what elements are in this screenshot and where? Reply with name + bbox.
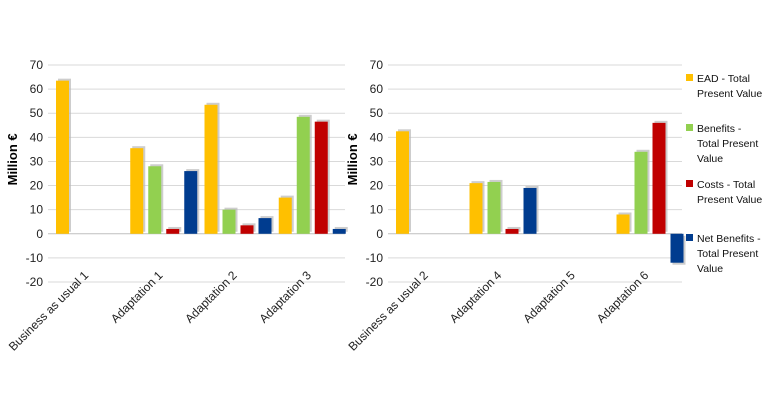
y-tick-label: 70 [370,58,384,72]
chart-right: -20 -10 0 10 20 30 40 50 60 70 Million € Business a… [345,58,686,354]
legend-swatch [686,74,693,81]
y-tick-label: -20 [26,275,44,289]
legend-swatch [686,234,693,241]
bar [634,151,648,234]
bar [652,122,666,234]
bar [184,171,198,234]
y-tick-label: 0 [36,227,43,241]
legend-label: Total Present [697,248,758,260]
bar [396,131,409,234]
y-tick-label: 50 [30,106,44,120]
y-tick-label: -20 [366,275,384,289]
x-category-label: Adaptation 3 [256,268,314,326]
bar [166,228,180,234]
legend-label: Value [697,153,723,165]
y-tick-label: 50 [370,106,384,120]
bar [130,148,144,234]
x-category-label: Adaptation 6 [594,268,652,326]
y-tick-label: 10 [370,203,384,217]
bar [487,181,501,234]
bar [56,80,69,234]
y-tick-label: 40 [30,130,44,144]
x-category-label: Adaptation 2 [182,268,240,326]
x-category-label: Business as usual 1 [6,268,92,354]
legend-label: Value [697,263,723,275]
y-tick-label: 70 [30,58,44,72]
y-axis-title: Million € [5,133,20,185]
legend-label: Benefits - [697,123,742,135]
legend-label: Net Benefits - [697,233,761,245]
y-axis-title: Million € [345,133,360,185]
legend-label: Present Value [697,88,762,100]
bar [469,183,483,234]
legend-label: EAD - Total [697,73,750,85]
y-tick-label: 60 [30,82,44,96]
y-tick-label: -10 [26,251,44,265]
y-tick-label: 30 [30,154,44,168]
bar [258,218,272,234]
bar [148,166,162,234]
bar [616,214,630,234]
x-category-label: Business as usual 2 [345,268,431,354]
y-tick-label: 60 [370,82,384,96]
bar [240,225,254,234]
y-tick-label: 20 [370,179,384,193]
y-tick-label: -10 [366,251,384,265]
bar [332,228,346,234]
y-tick-label: 40 [370,130,384,144]
legend-label: Total Present [697,138,758,150]
y-tick-label: 30 [370,154,384,168]
bar [523,187,537,234]
x-category-label: Adaptation 5 [520,268,578,326]
chart-left: -20 -10 0 10 20 30 40 50 60 70 Million € Business a… [5,58,348,354]
legend-label: Present Value [697,194,762,206]
legend: EAD - Total Present Value Benefits - Total … [686,73,762,275]
y-tick-label: 20 [30,179,44,193]
legend-swatch [686,124,693,131]
y-tick-label: 0 [376,227,383,241]
bar [670,233,684,263]
bar [278,197,292,234]
bar [296,116,310,234]
legend-swatch [686,180,693,187]
legend-label: Costs - Total [697,179,755,191]
x-category-label: Adaptation 4 [447,268,505,326]
bar [204,104,218,234]
bar [505,228,519,234]
bar [314,121,328,234]
x-category-label: Adaptation 1 [108,268,166,326]
bar [222,209,236,234]
y-tick-label: 10 [30,203,44,217]
